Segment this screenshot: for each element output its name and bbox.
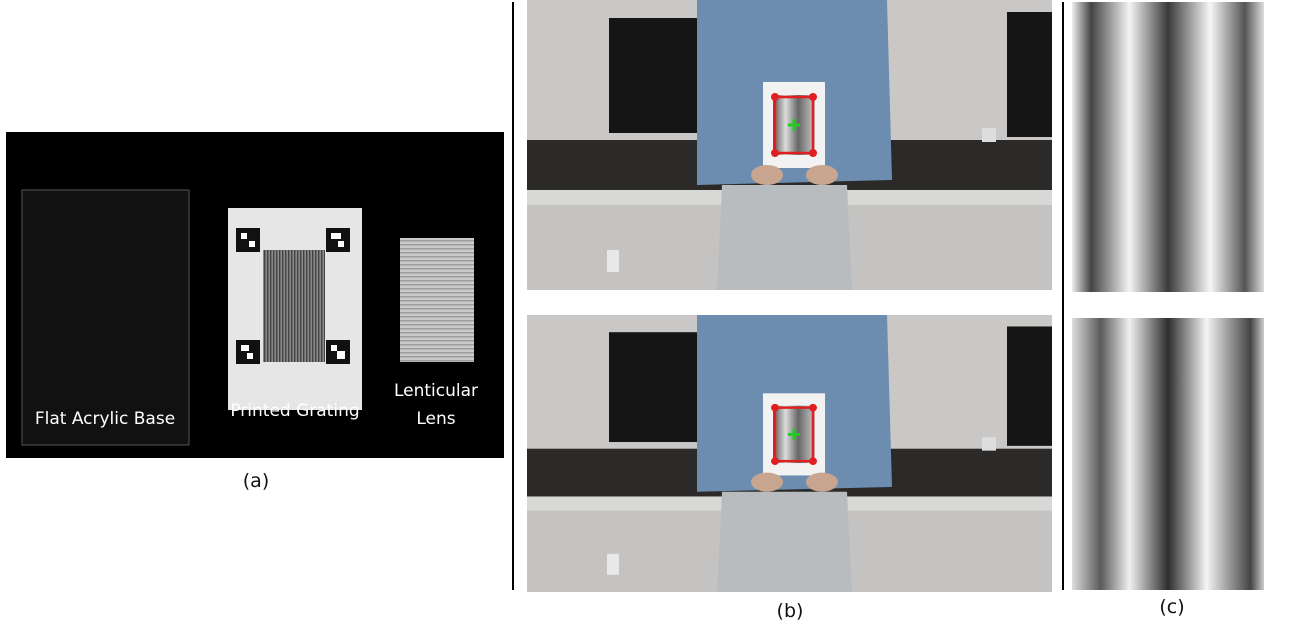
- shape: [236, 340, 260, 364]
- shape: [337, 351, 345, 359]
- shape: [338, 241, 344, 247]
- item-label: Lenticular: [394, 381, 478, 401]
- shape: [331, 345, 337, 351]
- page: Flat Acrylic Base Printed Grating Lentic…: [0, 0, 1291, 628]
- caption: (a): [243, 470, 269, 492]
- panel-a: Flat Acrylic Base Printed Grating Lentic…: [6, 132, 504, 492]
- video-frame: [527, 315, 1052, 592]
- shape: [249, 241, 255, 247]
- item-label: Flat Acrylic Base: [35, 409, 175, 429]
- shape: [527, 315, 1052, 592]
- video-frame: [527, 0, 1052, 290]
- acrylic-base: [22, 190, 189, 445]
- lenticular-lens: [400, 238, 474, 362]
- shape: [236, 228, 260, 252]
- grating-crop: [1072, 318, 1264, 590]
- figure: Flat Acrylic Base Printed Grating Lentic…: [0, 0, 1291, 628]
- shape: [331, 233, 341, 239]
- item-label: Printed Grating: [230, 401, 359, 421]
- item-label: Lens: [416, 409, 455, 429]
- panel-c: (c): [1072, 2, 1264, 618]
- shape: [241, 345, 249, 351]
- panel-b: (b): [527, 0, 1052, 622]
- shape: [326, 228, 350, 252]
- grating-pattern: [263, 250, 325, 362]
- caption: (c): [1159, 596, 1184, 618]
- shape: [241, 233, 247, 239]
- shape: [527, 0, 1052, 290]
- caption: (b): [777, 600, 804, 622]
- grating-crop: [1072, 2, 1264, 292]
- shape: [247, 353, 253, 359]
